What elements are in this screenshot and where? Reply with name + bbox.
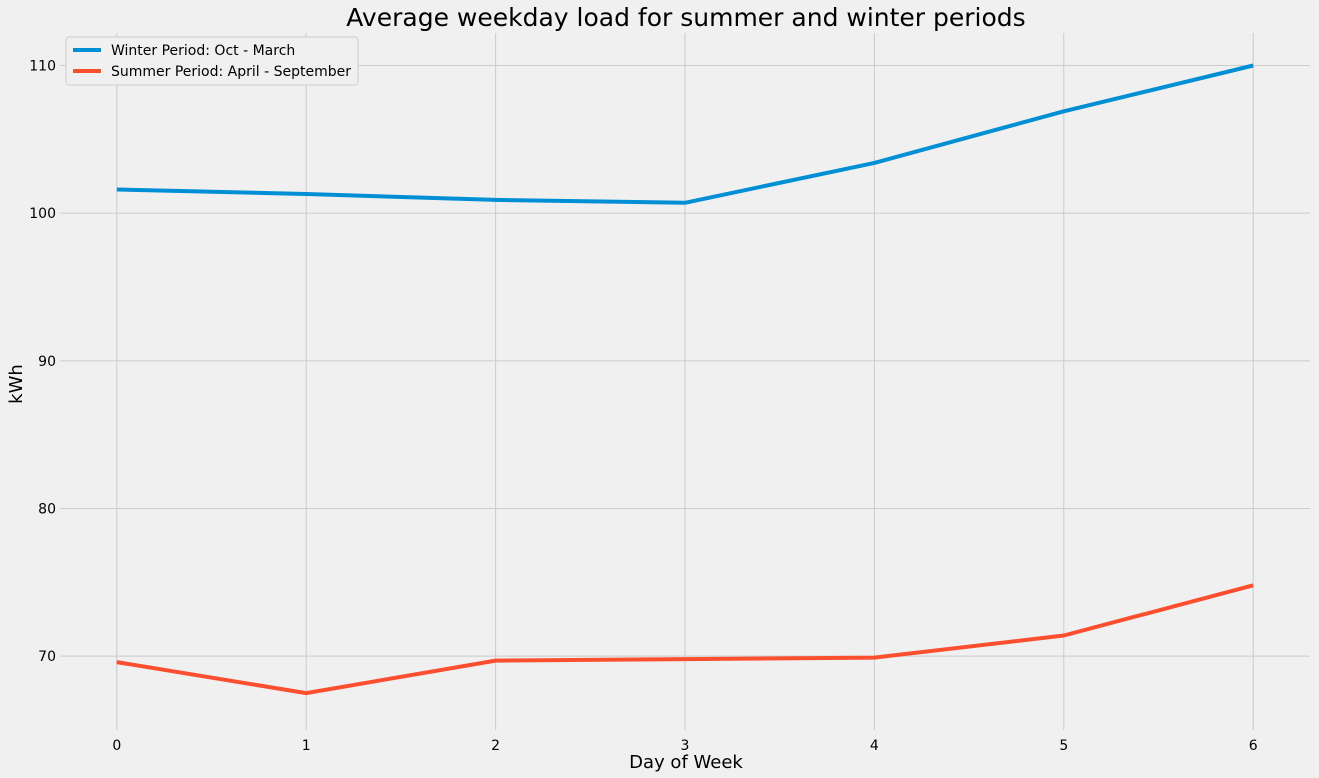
summer-series-line	[116, 583, 1254, 696]
winter-series-line	[116, 63, 1254, 205]
y-tick-label: 70	[38, 649, 56, 665]
y-tick-label: 110	[29, 58, 56, 74]
legend-box	[65, 36, 359, 86]
x-tick-label: 0	[112, 738, 121, 754]
series-lines	[116, 63, 1254, 696]
y-tick-label: 90	[38, 354, 56, 370]
y-tick-labels: 70 80 90 100 110	[29, 58, 56, 665]
x-tick-label: 1	[302, 738, 311, 754]
legend-label-winter: Winter Period: Oct - March	[111, 43, 295, 59]
y-axis-label: kWh	[6, 364, 27, 404]
chart-title: Average weekday load for summer and wint…	[346, 3, 1025, 32]
x-tick-labels: 0 1 2 3 4 5 6	[112, 738, 1257, 754]
x-tick-label: 2	[491, 738, 500, 754]
grid-lines	[60, 33, 1310, 730]
y-tick-label: 80	[38, 501, 56, 517]
x-tick-label: 5	[1059, 738, 1068, 754]
x-axis-label: Day of Week	[629, 752, 743, 773]
x-tick-label: 6	[1249, 738, 1258, 754]
x-tick-label: 3	[681, 738, 690, 754]
legend: Winter Period: Oct - March Summer Period…	[65, 36, 359, 86]
legend-label-summer: Summer Period: April - September	[111, 64, 351, 80]
x-tick-label: 4	[870, 738, 879, 754]
y-tick-label: 100	[29, 206, 56, 222]
